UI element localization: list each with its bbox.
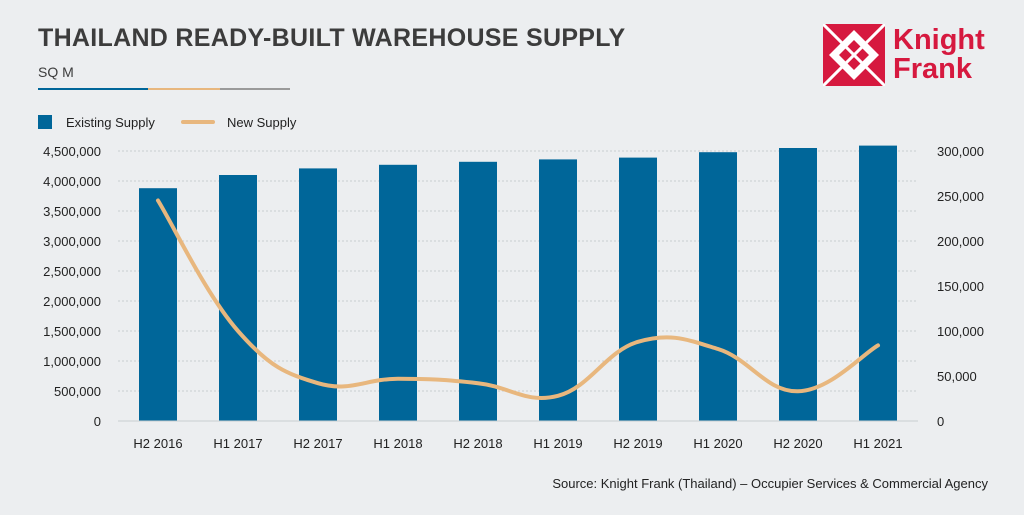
bar-existing-supply xyxy=(779,148,817,421)
bar-existing-supply xyxy=(219,175,257,421)
chart-title: THAILAND READY-BUILT WAREHOUSE SUPPLY xyxy=(38,24,626,52)
y-left-tick-label: 2,500,000 xyxy=(43,264,101,279)
x-tick-label: H2 2019 xyxy=(613,436,662,451)
y-left-tick-label: 3,000,000 xyxy=(43,234,101,249)
x-tick-label: H1 2018 xyxy=(373,436,422,451)
knight-frank-logo: Knight Frank xyxy=(823,24,993,86)
bar-existing-supply xyxy=(619,157,657,421)
x-tick-label: H1 2017 xyxy=(213,436,262,451)
y-right-tick-label: 300,000 xyxy=(937,144,984,159)
x-tick-label: H1 2021 xyxy=(853,436,902,451)
legend-label-existing: Existing Supply xyxy=(66,115,155,130)
y-left-tick-label: 3,500,000 xyxy=(43,204,101,219)
logo-text-line2: Frank xyxy=(893,53,972,85)
bar-existing-supply xyxy=(379,164,417,422)
legend-swatch-existing xyxy=(38,115,52,129)
x-tick-label: H2 2017 xyxy=(293,436,342,451)
logo-text-line1: Knight xyxy=(893,24,985,56)
y-right-tick-label: 150,000 xyxy=(937,279,984,294)
y-left-tick-label: 4,500,000 xyxy=(43,144,101,159)
y-left-tick-label: 0 xyxy=(94,414,101,429)
x-tick-label: H2 2016 xyxy=(133,436,182,451)
legend-label-new: New Supply xyxy=(227,115,297,130)
logo-mark-icon xyxy=(823,24,885,86)
y-right-tick-label: 200,000 xyxy=(937,234,984,249)
y-right-tick-label: 0 xyxy=(937,414,944,429)
y-right-tick-label: 250,000 xyxy=(937,189,984,204)
title-rule-grey xyxy=(220,88,290,90)
y-left-tick-label: 4,000,000 xyxy=(43,174,101,189)
legend: Existing Supply New Supply xyxy=(38,115,297,130)
y-left-tick-label: 1,500,000 xyxy=(43,324,101,339)
y-right-tick-label: 100,000 xyxy=(937,324,984,339)
bar-existing-supply xyxy=(859,145,897,421)
title-rule-blue xyxy=(38,88,148,90)
y-left-tick-label: 500,000 xyxy=(54,384,101,399)
line-new-supply xyxy=(156,198,880,400)
bar-existing-supply xyxy=(459,161,497,422)
bar-existing-supply xyxy=(699,152,737,421)
x-tick-label: H2 2020 xyxy=(773,436,822,451)
x-tick-label: H1 2019 xyxy=(533,436,582,451)
source-note: Source: Knight Frank (Thailand) – Occupi… xyxy=(552,476,988,491)
bar-existing-supply xyxy=(539,159,577,421)
y-left-tick-label: 1,000,000 xyxy=(43,354,101,369)
title-rule-gold xyxy=(148,88,220,90)
y-right-tick-label: 50,000 xyxy=(937,369,977,384)
y-left-tick-label: 2,000,000 xyxy=(43,294,101,309)
x-tick-label: H2 2018 xyxy=(453,436,502,451)
x-tick-label: H1 2020 xyxy=(693,436,742,451)
chart-subtitle: SQ M xyxy=(38,64,74,80)
